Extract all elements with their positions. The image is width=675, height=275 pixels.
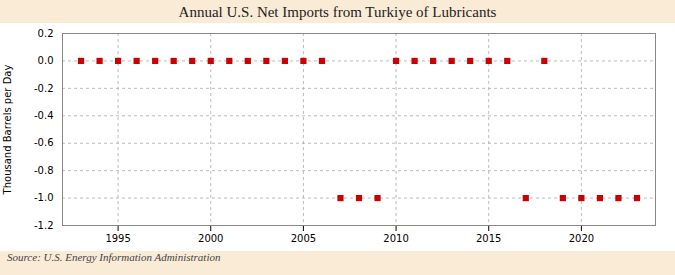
svg-text:2000: 2000 bbox=[198, 233, 223, 244]
svg-text:1995: 1995 bbox=[105, 233, 130, 244]
svg-text:Thousand Barrels per Day: Thousand Barrels per Day bbox=[2, 65, 13, 196]
svg-text:2005: 2005 bbox=[291, 233, 316, 244]
svg-text:-1.2: -1.2 bbox=[34, 220, 54, 231]
svg-text:-1.0: -1.0 bbox=[34, 192, 54, 203]
html-text:Annual U.S. Net Imports from T: Annual U.S. Net Imports from Turkiye of … bbox=[178, 4, 497, 20]
svg-text:-0.6: -0.6 bbox=[34, 137, 54, 148]
svg-text:2015: 2015 bbox=[476, 233, 501, 244]
svg-text:2020: 2020 bbox=[569, 233, 594, 244]
svg-text:2010: 2010 bbox=[383, 233, 408, 244]
svg-text:-0.2: -0.2 bbox=[34, 83, 54, 94]
svg-text:-0.8: -0.8 bbox=[34, 165, 54, 176]
svg-text:0.0: 0.0 bbox=[38, 55, 54, 66]
svg-text:-0.4: -0.4 bbox=[34, 110, 54, 121]
html-text:Source: U.S. Energy Informatio: Source: U.S. Energy Information Administ… bbox=[7, 251, 221, 263]
svg-text:0.2: 0.2 bbox=[38, 28, 54, 39]
